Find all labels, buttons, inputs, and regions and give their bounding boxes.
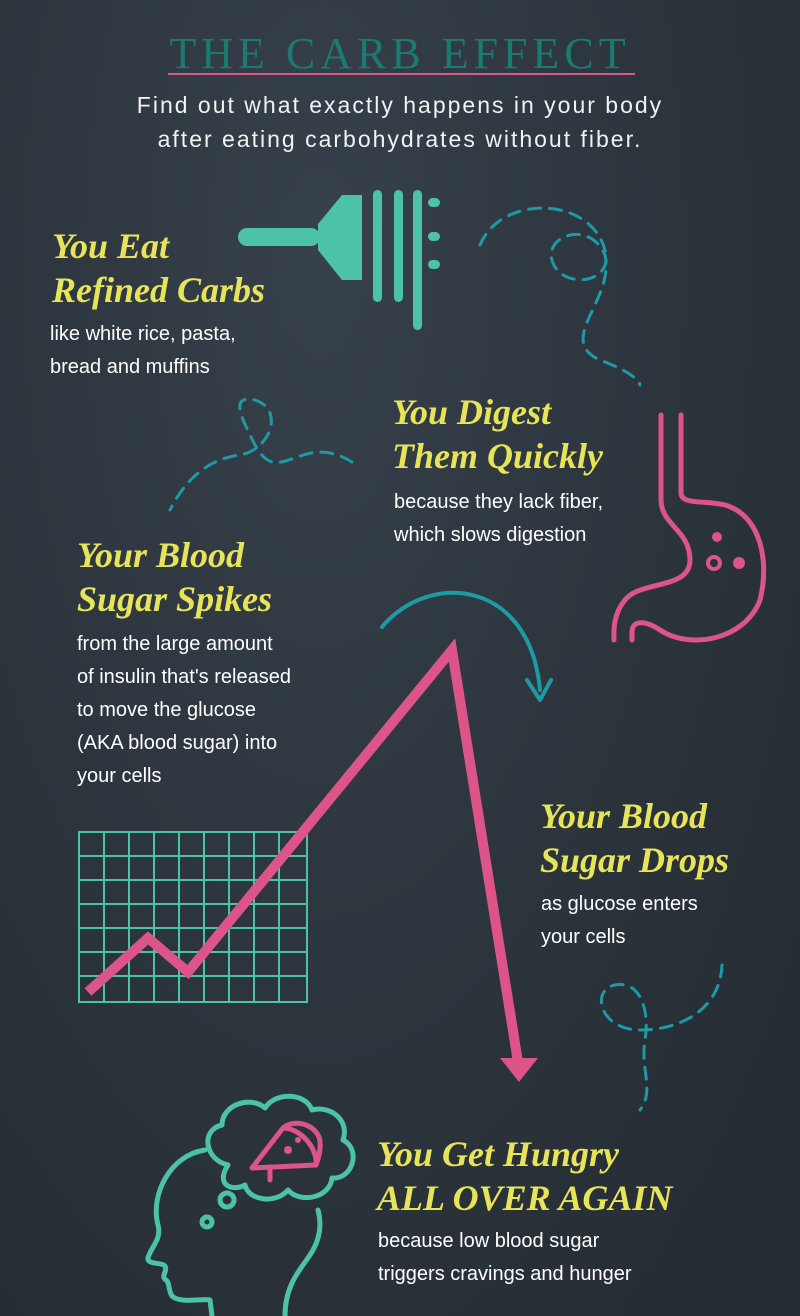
page-subtitle: Find out what exactly happens in your bo… [40,88,760,156]
stomach-icon [611,412,767,643]
step-5-description: because low blood sugar triggers craving… [378,1230,632,1285]
step-5-heading: You Get Hungry ALL OVER AGAIN [377,1134,673,1218]
step-1-heading: You Eat Refined Carbs [52,226,266,310]
step-3-description: from the large amount of insulin that's … [77,633,291,787]
step-4-heading: Your Blood Sugar Drops [540,796,730,880]
subtitle-line: Find out what exactly happens in your bo… [136,92,664,118]
dashed-connectors [168,206,724,1112]
page-title: THE CARB EFFECT [169,29,631,78]
step-2-description: because they lack fiber, which slows dig… [394,491,604,546]
fork-pasta-icon [238,190,440,330]
blood-sugar-graph-icon [78,831,308,1003]
subtitle-line: after eating carbohydrates without fiber… [157,126,643,152]
step-3-heading: Your Blood Sugar Spikes [77,535,273,619]
blood-sugar-line [84,638,538,1082]
head-thinking-pizza-icon [145,1093,356,1316]
title-underline [168,73,635,75]
step-1-description: like white rice, pasta, bread and muffin… [50,323,236,378]
curved-arrow [380,590,553,702]
step-4-description: as glucose enters your cells [541,893,698,948]
step-2-heading: You Digest Them Quickly [392,392,603,476]
